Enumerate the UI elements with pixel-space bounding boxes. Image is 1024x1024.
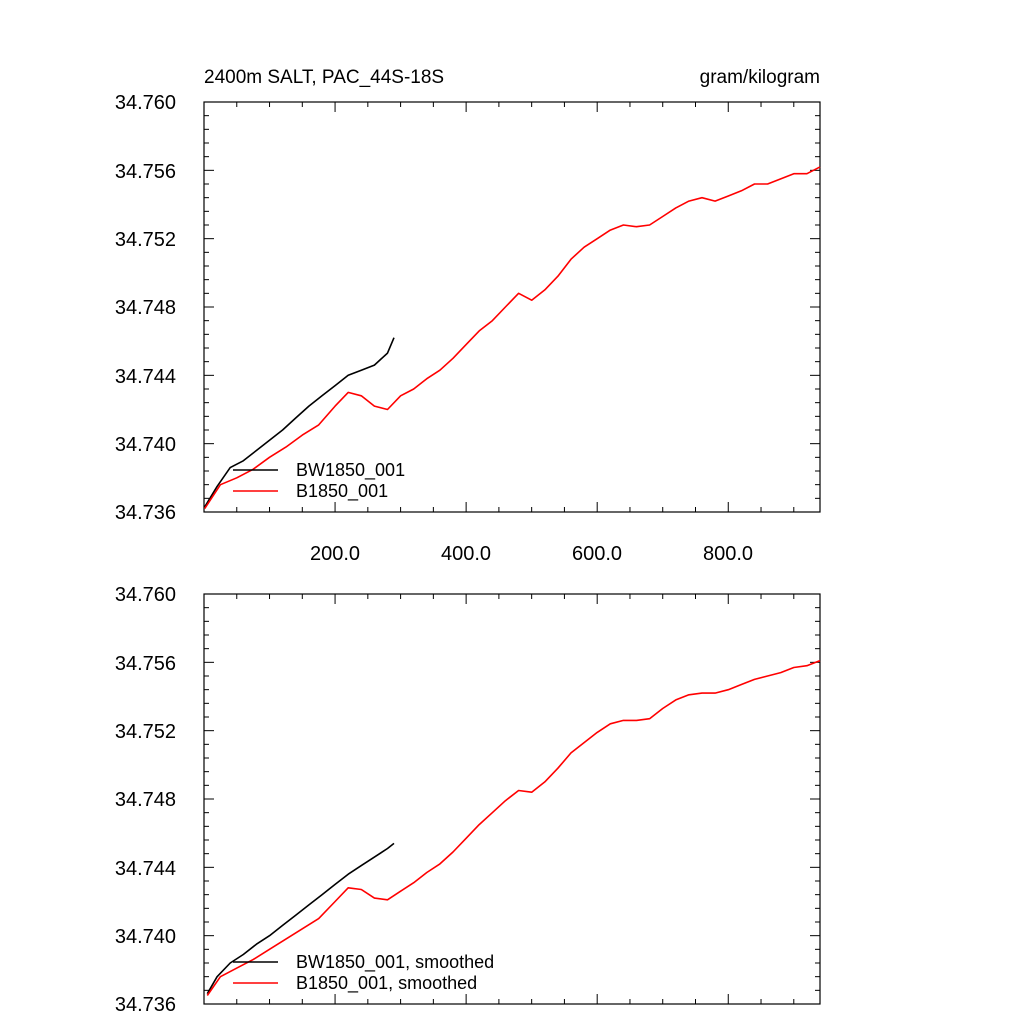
y-tick-label: 34.760 (115, 92, 176, 114)
legend: BW1850_001 B1850_001 (233, 460, 405, 502)
y-tick-label: 34.740 (115, 434, 176, 456)
plot-frame (203, 593, 821, 1005)
units-label: gram/kilogram (700, 67, 820, 88)
x-tick-label: 400.0 (441, 543, 491, 565)
series-line-bw1850-001-smoothed (206, 842, 395, 995)
y-tick-label: 34.756 (115, 161, 176, 183)
plot-frame (203, 101, 821, 513)
series-line-bw1850-001 (204, 337, 395, 508)
top-panel: 2400m SALT, PAC_44S-18S gram/kilogram 34… (115, 67, 821, 565)
y-tick-label: 34.744 (115, 858, 176, 880)
series-lines (206, 659, 821, 996)
y-tick-label: 34.752 (115, 721, 176, 743)
y-tick-label: 34.736 (115, 994, 176, 1016)
legend-label-b1850: B1850_001 (296, 481, 388, 502)
series-line-b1850-001 (204, 166, 821, 510)
axis-ticks (204, 593, 820, 1005)
series-lines (204, 166, 821, 510)
y-tick-label: 34.760 (115, 584, 176, 606)
y-tick-label: 34.748 (115, 789, 176, 811)
y-tick-label: 34.752 (115, 229, 176, 251)
series-line-b1850-001-smoothed (206, 659, 821, 996)
legend-label-bw1850-smoothed: BW1850_001, smoothed (296, 952, 494, 973)
y-tick-label: 34.740 (115, 926, 176, 948)
x-tick-label: 800.0 (703, 543, 753, 565)
legend-label-b1850-smoothed: B1850_001, smoothed (296, 973, 477, 994)
x-tick-label: 200.0 (310, 543, 360, 565)
chart-title: 2400m SALT, PAC_44S-18S (204, 67, 444, 88)
y-tick-label: 34.736 (115, 502, 176, 524)
axis-ticks (204, 101, 820, 513)
y-tick-label: 34.744 (115, 366, 176, 388)
y-tick-label: 34.756 (115, 653, 176, 675)
legend-label-bw1850: BW1850_001 (296, 460, 405, 481)
y-tick-label: 34.748 (115, 297, 176, 319)
y-tick-labels: 34.760 34.756 34.752 34.748 34.744 34.74… (115, 584, 176, 1016)
y-tick-labels: 34.760 34.756 34.752 34.748 34.744 34.74… (115, 92, 176, 524)
legend: BW1850_001, smoothed B1850_001, smoothed (233, 952, 494, 994)
bottom-panel: 34.760 34.756 34.752 34.748 34.744 34.74… (115, 584, 821, 1016)
x-tick-labels: 200.0 400.0 600.0 800.0 (310, 543, 753, 565)
x-tick-label: 600.0 (572, 543, 622, 565)
